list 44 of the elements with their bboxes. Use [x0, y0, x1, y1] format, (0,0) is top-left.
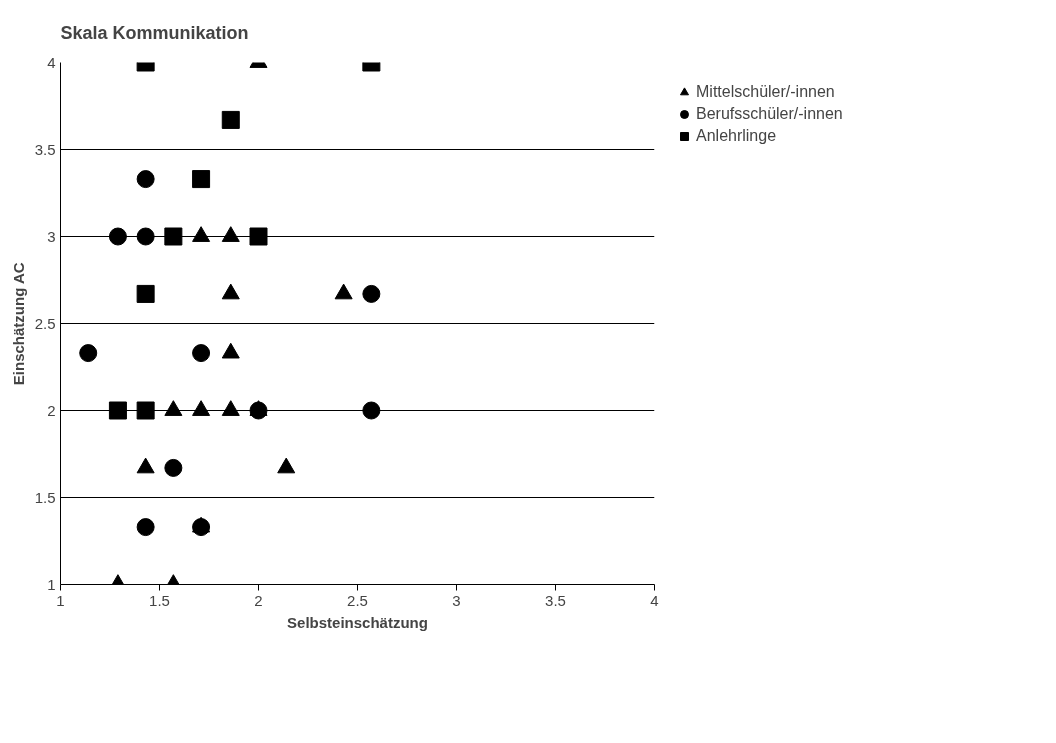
x-tick-label: 4: [650, 591, 659, 609]
x-tick-label: 3: [452, 591, 461, 609]
point: [362, 284, 381, 303]
point: [192, 400, 211, 416]
legend-label: Mittelschüler/-innen: [696, 83, 835, 101]
point: [164, 458, 183, 477]
y-tick-label: 1: [47, 575, 56, 593]
point: [136, 401, 155, 420]
y-tick-label: 2: [47, 401, 56, 419]
y-axis-title: Einschätzung AC: [9, 262, 27, 386]
point: [136, 457, 155, 474]
point: [221, 342, 240, 359]
point: [136, 170, 155, 189]
point: [136, 284, 155, 303]
point: [108, 401, 127, 420]
legend-label: Berufsschüler/-innen: [696, 105, 843, 123]
point: [136, 227, 155, 246]
x-tick-label: 2.5: [347, 591, 368, 609]
chart-title: Skala Kommunikation: [60, 22, 249, 43]
point: [362, 401, 381, 420]
y-tick-label: 1.5: [34, 488, 56, 506]
legend-label: Anlehrlinge: [696, 127, 777, 145]
y-tick-label: 2.5: [34, 314, 56, 332]
point: [221, 283, 240, 300]
point: [164, 227, 183, 246]
point: [108, 227, 127, 246]
point: [221, 110, 240, 129]
point: [249, 400, 268, 416]
point: [79, 344, 98, 363]
x-tick-label: 2: [254, 591, 263, 609]
x-axis-title: Selbsteinschätzung: [287, 613, 428, 631]
point: [164, 400, 183, 416]
point: [221, 400, 240, 416]
y-tick-label: 3: [47, 227, 56, 245]
x-tick-label: 3.5: [545, 591, 566, 609]
point: [277, 457, 296, 474]
point: [192, 170, 211, 189]
point: [249, 227, 268, 246]
point: [334, 283, 353, 300]
point: [192, 344, 211, 363]
y-tick-label: 3.5: [34, 140, 56, 158]
point: [192, 516, 211, 533]
y-tick-label: 4: [47, 53, 56, 71]
x-tick-label: 1.5: [149, 591, 170, 609]
